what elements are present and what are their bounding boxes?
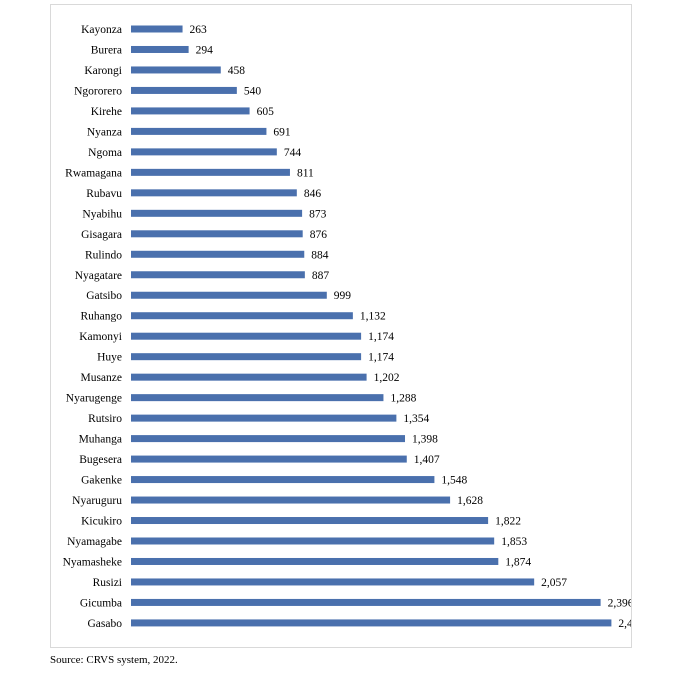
bar <box>131 230 303 238</box>
category-label: Gicumba <box>80 597 122 609</box>
category-label: Gakenke <box>81 475 122 487</box>
value-label: 1,853 <box>501 536 527 548</box>
category-label: Nyagatare <box>75 270 122 282</box>
bar <box>131 250 305 258</box>
bar <box>131 332 362 340</box>
value-label: 2,451 <box>618 618 631 630</box>
value-label: 744 <box>284 147 302 159</box>
value-label: 1,288 <box>390 393 416 405</box>
bar <box>131 537 495 545</box>
value-label: 1,174 <box>368 331 394 343</box>
category-label: Gasabo <box>88 618 123 630</box>
bar <box>131 414 397 422</box>
value-label: 887 <box>312 270 330 282</box>
bar <box>131 25 183 33</box>
value-label: 1,202 <box>374 372 400 384</box>
value-label: 1,354 <box>403 413 429 425</box>
value-label: 1,628 <box>457 495 483 507</box>
bar <box>131 107 250 115</box>
category-label: Kayonza <box>81 24 122 36</box>
value-label: 540 <box>244 85 262 97</box>
category-label: Nyamasheke <box>63 556 122 568</box>
category-label: Kicukiro <box>81 516 122 528</box>
bar <box>131 271 305 279</box>
value-label: 846 <box>304 188 322 200</box>
category-label: Nyarugenge <box>66 393 122 405</box>
value-label: 294 <box>196 44 214 56</box>
bar <box>131 517 489 525</box>
bar <box>131 291 327 299</box>
value-label: 2,057 <box>541 577 567 589</box>
bar <box>131 148 277 156</box>
value-label: 691 <box>273 126 291 138</box>
category-label: Nyanza <box>87 126 122 138</box>
value-label: 1,548 <box>441 475 467 487</box>
bar-chart: Kayonza 263 Burera 294 Karongi 458 Ngororero 54… <box>63 24 631 630</box>
bar <box>131 86 237 94</box>
category-label: Muhanga <box>79 434 122 446</box>
value-label: 811 <box>297 167 314 179</box>
bar <box>131 353 362 361</box>
category-label: Kirehe <box>91 106 122 118</box>
category-label: Ngororero <box>74 85 122 97</box>
value-label: 1,398 <box>412 434 438 446</box>
value-label: 2,396 <box>608 597 631 609</box>
category-label: Nyaruguru <box>72 495 122 507</box>
value-label: 1,874 <box>505 556 531 568</box>
bar <box>131 557 499 565</box>
bar <box>131 189 297 197</box>
bar <box>131 394 384 402</box>
bar <box>131 619 612 627</box>
chart-frame: Kayonza 263 Burera 294 Karongi 458 Ngororero 54… <box>50 4 632 648</box>
category-label: Musanze <box>80 372 122 384</box>
category-label: Ngoma <box>88 147 122 159</box>
bar <box>131 45 189 53</box>
bar <box>131 496 451 504</box>
category-label: Huye <box>97 352 122 364</box>
category-label: Nyamagabe <box>67 536 122 548</box>
category-label: Ruhango <box>80 311 122 323</box>
source-note: Source: CRVS system, 2022. <box>50 654 178 666</box>
category-label: Rutsiro <box>88 413 122 425</box>
bar <box>131 373 367 381</box>
category-label: Bugesera <box>79 454 122 466</box>
category-label: Rwamagana <box>65 167 122 179</box>
category-label: Burera <box>91 44 122 56</box>
bar <box>131 127 267 135</box>
bar <box>131 66 221 74</box>
value-label: 263 <box>190 24 208 36</box>
value-label: 1,822 <box>495 516 521 528</box>
bar <box>131 476 435 484</box>
bar <box>131 312 353 320</box>
category-label: Gatsibo <box>86 290 122 302</box>
bar <box>131 168 290 176</box>
value-label: 1,407 <box>414 454 440 466</box>
value-label: 605 <box>257 106 275 118</box>
category-label: Rubavu <box>86 188 122 200</box>
bar <box>131 209 303 217</box>
category-label: Gisagara <box>81 229 122 241</box>
value-label: 876 <box>310 229 328 241</box>
bar <box>131 598 601 606</box>
value-label: 873 <box>309 208 327 220</box>
value-label: 999 <box>334 290 352 302</box>
category-label: Rusizi <box>93 577 122 589</box>
category-label: Karongi <box>84 65 122 77</box>
value-label: 884 <box>311 249 329 261</box>
value-label: 1,132 <box>360 311 386 323</box>
value-label: 458 <box>228 65 246 77</box>
category-label: Kamonyi <box>79 331 122 343</box>
bar <box>131 578 535 586</box>
bar <box>131 455 407 463</box>
value-label: 1,174 <box>368 352 394 364</box>
category-label: Nyabihu <box>82 208 122 220</box>
category-label: Rulindo <box>85 249 122 261</box>
bar <box>131 435 406 443</box>
